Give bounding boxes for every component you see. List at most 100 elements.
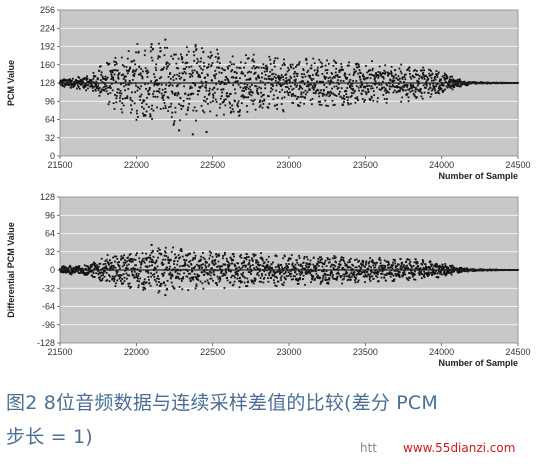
data-point (121, 97, 124, 100)
data-point (277, 280, 280, 283)
data-point (102, 263, 105, 266)
data-point (329, 80, 332, 83)
data-point (139, 72, 142, 75)
data-point (226, 279, 229, 282)
data-point (311, 103, 313, 106)
data-point (153, 76, 156, 79)
data-point (164, 87, 167, 90)
data-point (270, 267, 273, 270)
data-point (259, 264, 262, 267)
data-point (96, 264, 98, 267)
data-point (220, 72, 223, 74)
data-point (198, 266, 201, 269)
data-point (333, 93, 336, 96)
data-point (253, 267, 256, 270)
data-point (232, 110, 235, 113)
data-point (99, 65, 102, 68)
data-point (241, 273, 244, 276)
data-point (333, 103, 336, 106)
data-point (163, 94, 165, 97)
data-point (433, 87, 436, 90)
data-point (441, 267, 443, 270)
data-point (349, 86, 351, 89)
data-point (206, 66, 209, 69)
data-point (426, 76, 429, 79)
data-point (405, 265, 408, 268)
data-point (330, 272, 333, 275)
data-point (389, 275, 392, 278)
data-point (144, 114, 147, 117)
data-point (422, 275, 425, 278)
data-point (109, 262, 112, 265)
data-point (359, 273, 361, 276)
outlier-point (150, 43, 153, 46)
data-point (300, 271, 302, 273)
data-point (290, 269, 293, 272)
data-point (294, 66, 297, 68)
data-point (251, 264, 254, 266)
data-point (196, 90, 199, 92)
data-point (136, 43, 139, 45)
data-point (152, 47, 154, 50)
data-point (332, 59, 335, 62)
data-point (408, 67, 410, 70)
data-point (150, 56, 153, 59)
data-point (179, 265, 181, 268)
data-point (295, 64, 298, 67)
data-point (207, 272, 209, 275)
data-point (282, 284, 285, 287)
data-point (141, 282, 144, 284)
data-point (111, 275, 114, 278)
data-point (103, 275, 106, 278)
data-point (215, 73, 218, 76)
data-point (263, 77, 266, 80)
data-point (289, 272, 291, 275)
data-point (440, 79, 442, 81)
data-point (428, 272, 431, 275)
data-point (331, 99, 334, 102)
data-point (344, 77, 347, 79)
data-point (349, 257, 352, 260)
data-point (381, 264, 383, 267)
data-point (201, 271, 204, 274)
data-point (158, 248, 161, 251)
data-point (351, 273, 354, 276)
data-point (59, 82, 61, 85)
data-point (247, 87, 250, 90)
data-point (159, 50, 162, 52)
data-point (267, 280, 270, 283)
data-point (236, 262, 239, 265)
data-point (73, 270, 76, 273)
data-point (422, 266, 425, 269)
data-point (259, 104, 262, 107)
data-point (194, 287, 197, 290)
data-point (278, 272, 281, 275)
data-point (224, 104, 227, 107)
data-point (275, 255, 278, 258)
data-point (289, 63, 292, 66)
data-point (343, 260, 345, 262)
data-point (191, 86, 193, 89)
data-point (323, 84, 326, 86)
data-point (146, 76, 149, 78)
data-point (98, 86, 101, 89)
data-point (281, 83, 284, 86)
data-point (355, 66, 358, 69)
data-point (258, 101, 261, 104)
data-point (203, 273, 206, 276)
data-point (349, 261, 351, 263)
x-tick-label: 23500 (353, 347, 378, 357)
data-point (98, 265, 100, 268)
data-point (335, 95, 338, 97)
data-point (111, 277, 114, 280)
data-point (144, 265, 147, 268)
data-point (176, 263, 179, 266)
data-point (379, 89, 382, 91)
data-point (474, 81, 477, 84)
data-point (247, 57, 250, 60)
data-point (265, 266, 267, 269)
data-point (233, 263, 236, 266)
data-point (248, 91, 251, 94)
data-point (211, 79, 213, 82)
data-point (233, 255, 235, 258)
